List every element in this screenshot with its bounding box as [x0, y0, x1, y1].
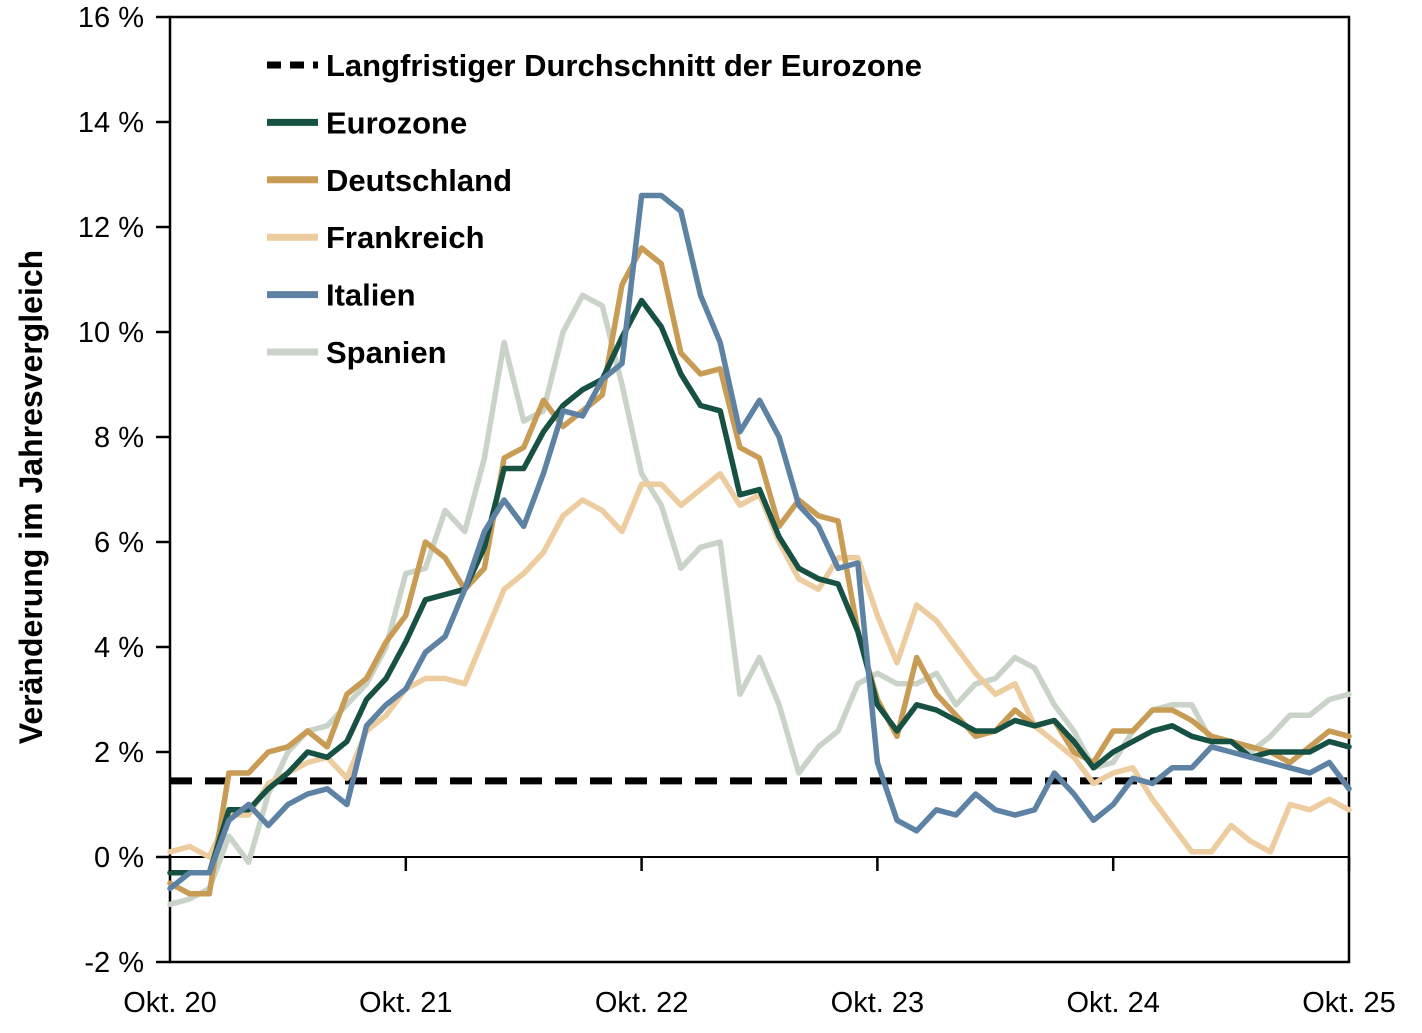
- legend-item-frankreich: Frankreich: [267, 220, 485, 255]
- y-tick-label: 2 %: [94, 737, 144, 769]
- legend-label: Spanien: [326, 335, 447, 370]
- legend-item-spanien: Spanien: [267, 335, 447, 370]
- data-series-lines: [167, 192, 1352, 908]
- legend-item-eurozone: Eurozone: [267, 105, 467, 140]
- y-tick-label: 0 %: [94, 842, 144, 874]
- legend-label: Italien: [326, 278, 416, 313]
- legend-label: Frankreich: [326, 220, 485, 255]
- plot-area-border: [168, 15, 1351, 964]
- legend-item-italien: Italien: [267, 278, 416, 313]
- x-tick-label: Okt. 20: [123, 987, 217, 1019]
- x-tick-label: Okt. 23: [831, 987, 925, 1019]
- legend-label: Deutschland: [326, 163, 512, 198]
- series-line-deutschland: [167, 245, 1352, 897]
- y-tick-label: 14 %: [78, 107, 144, 139]
- series-line-eurozone: [167, 297, 1352, 876]
- legend-label: Eurozone: [326, 105, 467, 140]
- x-tick-label: Okt. 24: [1066, 987, 1160, 1019]
- x-tick-label: Okt. 25: [1302, 987, 1396, 1019]
- x-tick-label: Okt. 21: [359, 987, 453, 1019]
- y-tick-label: 10 %: [78, 317, 144, 349]
- series-line-spanien: [167, 292, 1352, 908]
- y-axis-ticks: 16 % 14 % 12 % 10 % 8 % 6 % 4 % 2 % 0 % -2 %: [78, 2, 170, 979]
- y-tick-label: 16 %: [78, 2, 144, 34]
- y-tick-label: -2 %: [84, 947, 144, 979]
- legend-item-langfristiger-durchschnitt-der-eurozone: Langfristiger Durchschnitt der Eurozone: [267, 48, 922, 83]
- y-tick-label: 6 %: [94, 527, 144, 559]
- x-tick-label: Okt. 22: [595, 987, 689, 1019]
- y-tick-label: 4 %: [94, 632, 144, 664]
- x-axis-ticks: Okt. 20 Okt. 21 Okt. 22 Okt. 23 Okt. 24 Okt. …: [123, 857, 1396, 1019]
- legend-label: Langfristiger Durchschnitt der Eurozone: [326, 48, 922, 83]
- y-axis-title: Veränderung im Jahresvergleich: [13, 250, 49, 744]
- y-tick-label: 12 %: [78, 212, 144, 244]
- legend-item-deutschland: Deutschland: [267, 163, 512, 198]
- series-line-italien: [167, 192, 1352, 892]
- chart-legend: Langfristiger Durchschnitt der Eurozone E…: [267, 48, 922, 370]
- y-tick-label: 8 %: [94, 422, 144, 454]
